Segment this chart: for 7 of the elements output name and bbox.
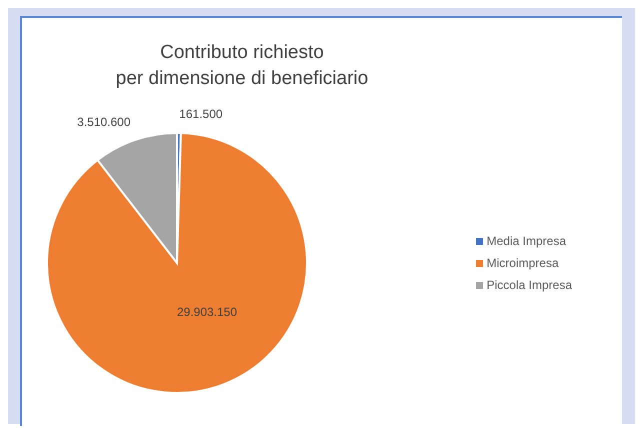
data-label: 3.510.600 [77,114,131,129]
chart-title: Contributo richiesto per dimensione di beneficiario [114,41,370,91]
data-label: 29.903.150 [176,305,238,320]
legend-label: Piccola Impresa [486,278,572,292]
legend-label: Microimpresa [486,256,559,270]
legend-label: Media Impresa [486,234,566,248]
data-label: 161.500 [179,107,223,122]
